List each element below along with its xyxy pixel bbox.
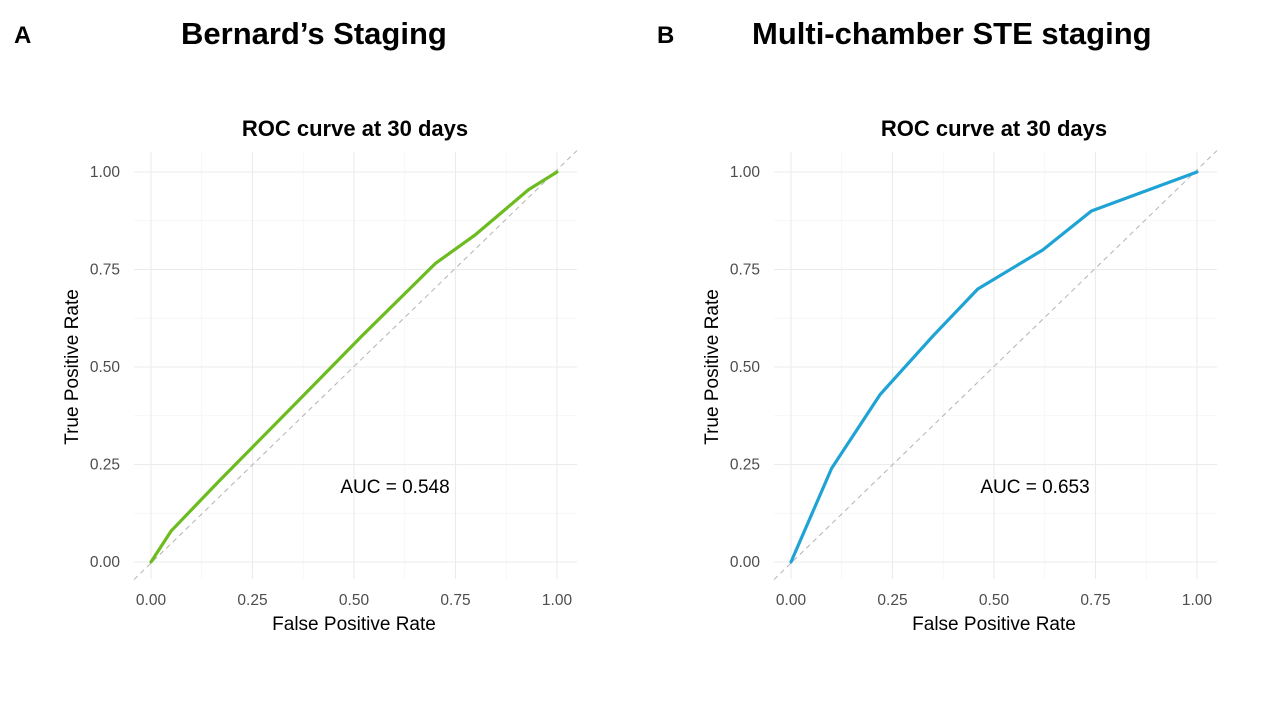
x-tick-label: 0.50 <box>339 592 370 609</box>
x-tick-label: 0.00 <box>776 592 807 609</box>
roc-curve-line <box>149 170 559 564</box>
chart-title: ROC curve at 30 days <box>881 116 1107 141</box>
x-tick-label: 0.75 <box>1080 592 1110 609</box>
x-tick-label: 0.75 <box>440 592 470 609</box>
y-tick-label: 0.75 <box>90 262 120 279</box>
y-tick-label: 0.50 <box>730 359 761 376</box>
x-axis-label: False Positive Rate <box>912 614 1076 635</box>
reference-diagonal-line <box>773 150 1218 580</box>
chart-title: ROC curve at 30 days <box>242 116 468 141</box>
x-tick-label: 0.25 <box>237 592 267 609</box>
auc-annotation: AUC = 0.653 <box>980 477 1089 498</box>
reference-diagonal-line <box>133 150 578 580</box>
x-tick-label: 0.25 <box>877 592 907 609</box>
x-tick-label: 0.00 <box>136 592 167 609</box>
auc-annotation: AUC = 0.548 <box>340 477 449 498</box>
x-tick-label: 1.00 <box>542 592 573 609</box>
y-tick-label: 0.00 <box>90 554 121 571</box>
panel-letter-a: A <box>14 22 32 49</box>
x-tick-label: 0.50 <box>979 592 1010 609</box>
panel-heading-a: Bernard’s Staging <box>181 16 447 51</box>
y-axis-label: True Positive Rate <box>702 289 723 445</box>
roc-curve-line <box>789 170 1199 564</box>
y-tick-label: 0.25 <box>730 457 760 474</box>
y-tick-label: 0.75 <box>730 262 760 279</box>
y-tick-label: 0.25 <box>90 457 120 474</box>
panel-letter-b: B <box>657 22 675 49</box>
y-tick-label: 1.00 <box>90 164 121 181</box>
x-axis-label: False Positive Rate <box>272 614 436 635</box>
y-tick-label: 0.00 <box>730 554 761 571</box>
y-tick-label: 0.50 <box>90 359 121 376</box>
x-tick-label: 1.00 <box>1182 592 1213 609</box>
y-axis-label: True Positive Rate <box>62 289 83 445</box>
y-tick-label: 1.00 <box>730 164 761 181</box>
panel-heading-b: Multi-chamber STE staging <box>752 16 1152 51</box>
